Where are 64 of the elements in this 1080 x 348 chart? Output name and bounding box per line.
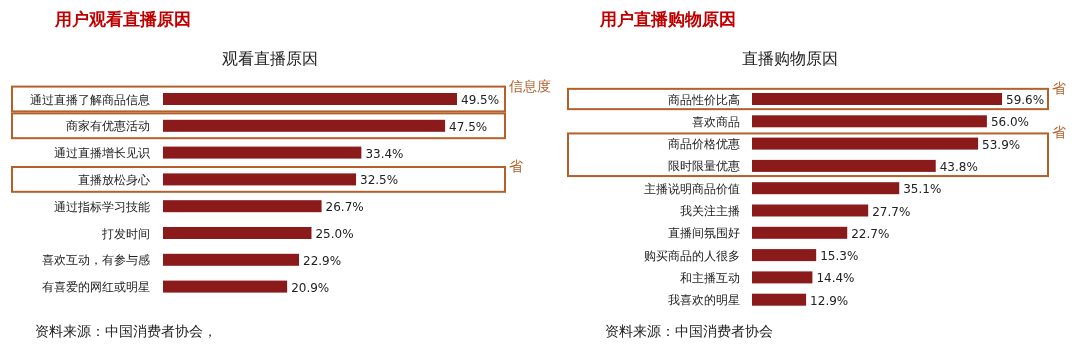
y-tick-label: 喜欢互动，有参与感 [42, 253, 150, 268]
y-tick-label: 我喜欢的明星 [668, 293, 740, 308]
data-label: 43.8% [939, 159, 978, 174]
data-label: 56.0% [990, 115, 1030, 130]
data-label: 20.9% [291, 280, 330, 295]
text: 信息度 [509, 77, 551, 94]
y-tick-label: 商家有优惠活动 [66, 119, 150, 134]
chart-title: 用户观看直播原因 [54, 9, 191, 29]
bar [752, 182, 900, 195]
data-label: 12.9% [810, 293, 849, 308]
data-label: 59.6% [1006, 93, 1045, 107]
bar [752, 93, 1002, 105]
bar [752, 159, 936, 172]
data-label: 26.7% [325, 200, 364, 215]
bar [163, 227, 312, 239]
y-tick-label: 商品性价比高 [668, 92, 740, 107]
data-label: 22.9% [303, 253, 342, 268]
data-label: 47.5% [449, 119, 488, 134]
data-label: 49.5% [461, 93, 500, 107]
y-tick-label: 和主播互动 [680, 270, 740, 285]
bar [163, 93, 457, 105]
bar [163, 253, 300, 266]
data-label: 15.3% [820, 249, 859, 264]
y-tick-label: 直播放松身心 [78, 172, 150, 187]
bar [163, 119, 446, 132]
bar [163, 146, 362, 159]
bar [752, 226, 848, 239]
y-tick-label: 通过直播增长见识 [54, 146, 150, 161]
data-label: 32.5% [360, 173, 399, 188]
data-label: 35.1% [903, 182, 942, 197]
bar [752, 137, 979, 150]
y-tick-label: 打发时间 [101, 226, 150, 241]
y-tick-label: 通过指标学习技能 [54, 199, 150, 214]
bar [163, 200, 322, 213]
chart-subtitle: 观看直播原因 [222, 49, 318, 68]
bar [752, 115, 987, 128]
bar [163, 280, 288, 293]
chart-subtitle: 直播购物原因 [742, 49, 838, 68]
data-label: 22.7% [851, 226, 890, 241]
data-label: 53.9% [982, 137, 1021, 152]
bar [752, 204, 869, 217]
bar [163, 173, 357, 186]
data-label: 25.0% [315, 227, 354, 241]
data-label: 27.7% [872, 204, 911, 219]
y-tick-label: 限时限量优惠 [668, 159, 740, 174]
y-tick-label: 通过直播了解商品信息 [30, 92, 150, 107]
text: 资料来源：中国消费者协会 [605, 323, 773, 339]
y-tick-label: 喜欢商品 [692, 114, 740, 129]
y-tick-label: 主播说明商品价值 [644, 181, 740, 196]
text: 省 [1052, 124, 1066, 141]
data-label: 33.4% [365, 146, 404, 161]
bar [752, 249, 817, 262]
text: 省 [1052, 79, 1066, 96]
bar [752, 293, 807, 306]
data-label: 14.4% [816, 271, 855, 286]
bar [752, 271, 813, 284]
y-tick-label: 直播间氛围好 [668, 226, 740, 241]
y-tick-label: 购买商品的人很多 [644, 248, 740, 263]
y-tick-label: 有喜爱的网红或明星 [42, 280, 150, 295]
text: 省 [509, 158, 523, 174]
chart-title: 用户直播购物原因 [599, 9, 736, 29]
y-tick-label: 我关注主播 [680, 204, 740, 218]
y-tick-label: 商品价格优惠 [668, 137, 740, 152]
text: 资料来源：中国消费者协会， [35, 323, 217, 339]
